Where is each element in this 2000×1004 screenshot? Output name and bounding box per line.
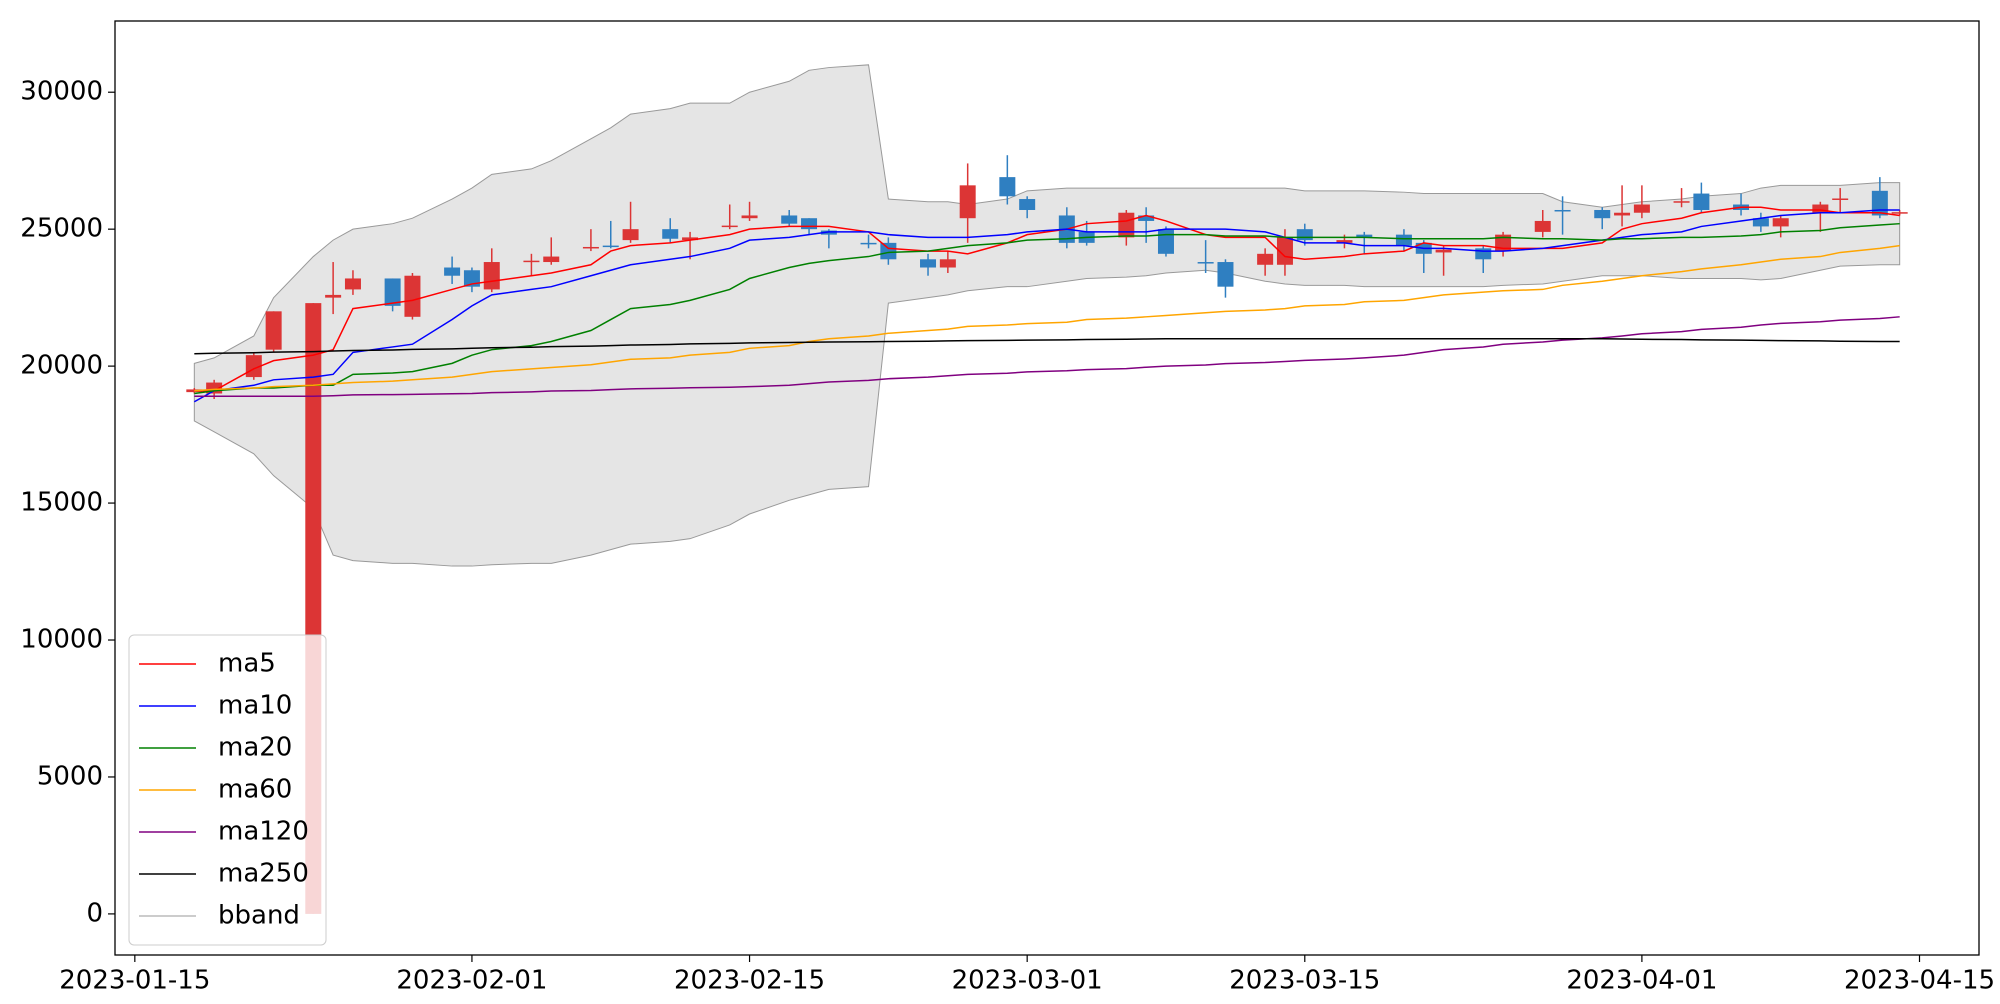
candle-body	[404, 275, 421, 317]
candle-body	[781, 215, 798, 224]
x-tick-label: 2023-01-15	[59, 966, 210, 996]
ma-line	[193, 209, 1900, 403]
legend-label: ma10	[218, 691, 292, 721]
candle-body	[543, 256, 560, 263]
x-tick-label: 2023-02-15	[674, 966, 825, 996]
candle-body	[999, 177, 1016, 197]
candle-body	[1891, 212, 1908, 214]
candle-body	[1673, 201, 1690, 203]
ma-line	[194, 244, 1900, 392]
candle-body	[602, 245, 619, 248]
candle-body	[682, 237, 699, 241]
ma-line	[194, 316, 1900, 397]
candle-body	[1336, 240, 1353, 243]
candle-body	[206, 382, 223, 394]
legend-label: ma250	[218, 859, 309, 889]
candle-body	[860, 242, 877, 245]
candle-body	[582, 246, 599, 249]
candle-body	[1633, 204, 1650, 213]
candle-body	[1614, 212, 1631, 216]
candle-body	[1812, 204, 1829, 213]
legend-box	[128, 634, 327, 946]
candle-body	[1475, 248, 1492, 260]
candle-body	[1752, 218, 1769, 227]
candle-body	[959, 185, 976, 219]
y-tick-label: 0	[86, 898, 103, 928]
candle-body	[1395, 234, 1412, 246]
y-tick-label: 10000	[20, 625, 103, 655]
candle-body	[1019, 199, 1036, 210]
candle-body	[1534, 220, 1551, 232]
legend-label: ma60	[218, 775, 292, 805]
candle-body	[265, 311, 282, 350]
legend-label: ma20	[218, 733, 292, 763]
candle-body	[1554, 209, 1571, 212]
ma-line	[194, 337, 1900, 355]
candle-body	[344, 278, 361, 290]
ma-line	[194, 206, 1900, 392]
candle-body	[939, 259, 956, 268]
candle-body	[1138, 215, 1155, 221]
candle-body	[1871, 190, 1888, 216]
legend: ma5 ma10 ma20 ma60 ma120 ma250 bband	[128, 634, 327, 946]
candle-body	[1594, 209, 1611, 219]
y-tick-label: 30000	[20, 77, 103, 107]
plot-frame	[114, 20, 1980, 956]
y-tick-label: 25000	[20, 214, 103, 244]
candle-body	[444, 267, 461, 276]
legend-label: ma120	[218, 817, 309, 847]
y-tick-label: 20000	[20, 351, 103, 381]
candle-body	[662, 229, 679, 239]
candle-body	[1276, 237, 1293, 265]
candle-body	[325, 294, 342, 298]
candle-body	[523, 260, 540, 263]
candle-body	[1772, 218, 1789, 227]
candle-body	[1217, 262, 1234, 287]
x-tick-label: 2023-03-01	[952, 966, 1103, 996]
legend-label: ma5	[218, 649, 276, 679]
candle-body	[1693, 193, 1710, 210]
candle-body	[1296, 229, 1313, 241]
candle-body	[880, 242, 897, 260]
x-tick-label: 2023-04-15	[1844, 966, 1995, 996]
bband-area	[193, 64, 1901, 567]
candle-body	[1435, 249, 1452, 253]
candle-body	[1257, 253, 1274, 265]
x-tick-label: 2023-04-01	[1566, 966, 1717, 996]
y-tick-label: 15000	[20, 488, 103, 518]
candle-body	[1356, 234, 1373, 238]
candle-body	[1118, 212, 1135, 238]
ma-line	[194, 222, 1900, 395]
candle-body	[1832, 198, 1849, 200]
candle-body	[721, 225, 738, 228]
candle-body	[1197, 262, 1214, 264]
candle-body	[622, 229, 639, 241]
x-tick-label: 2023-03-15	[1229, 966, 1380, 996]
candle-body	[920, 259, 937, 268]
candle-body	[1157, 229, 1174, 254]
y-tick-label: 5000	[37, 761, 103, 791]
candle-body	[741, 215, 758, 219]
x-tick-label: 2023-02-01	[396, 966, 547, 996]
candle-body	[463, 270, 480, 287]
candle-body	[384, 278, 401, 306]
candle-body	[1495, 234, 1512, 252]
candle-body	[483, 262, 500, 290]
legend-label: bband	[218, 901, 300, 931]
candle-body	[801, 218, 818, 230]
